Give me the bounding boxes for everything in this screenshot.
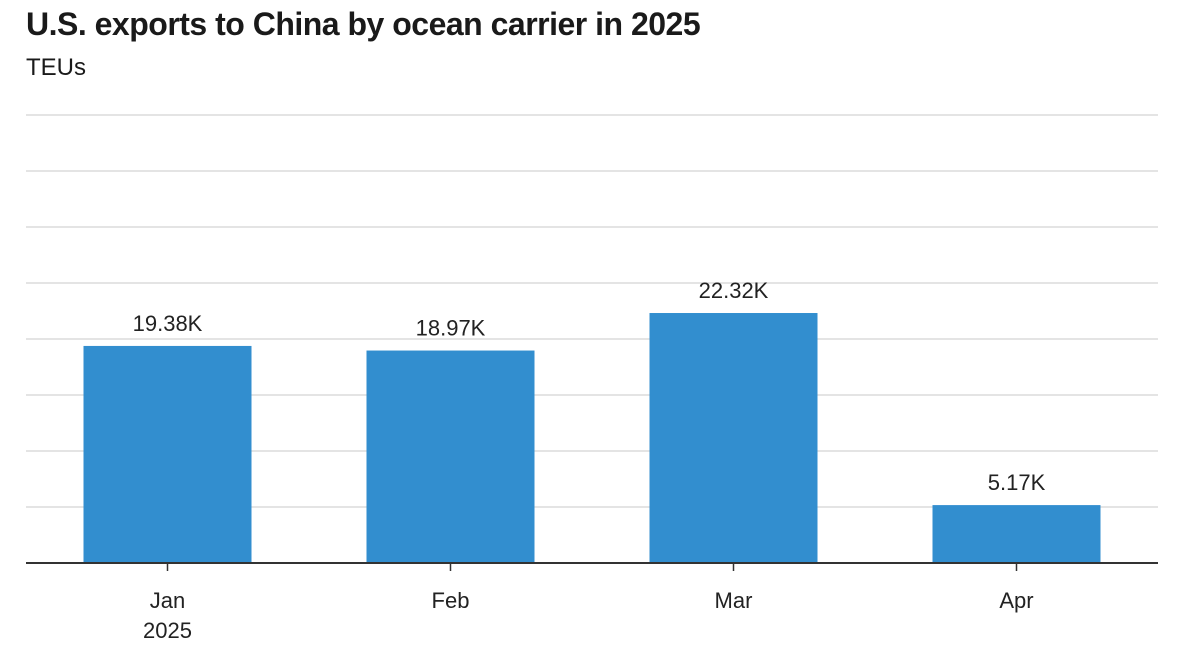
data-labels: 19.38K 18.97K 22.32K 5.17K <box>133 278 1046 495</box>
x-axis: Jan 2025 Feb Mar Apr <box>26 562 1158 643</box>
grid-lines <box>26 114 1158 508</box>
data-label-apr: 5.17K <box>988 470 1046 495</box>
chart-subtitle: TEUs <box>26 54 86 81</box>
data-label-jan: 19.38K <box>133 311 203 336</box>
x-tick-label-feb: Feb <box>432 588 470 613</box>
x-tick-sublabel: 2025 <box>143 618 192 643</box>
bars <box>83 313 1101 563</box>
data-label-feb: 18.97K <box>416 316 486 341</box>
bar-feb <box>366 350 535 563</box>
bar-apr <box>932 505 1101 563</box>
x-tick-label-apr: Apr <box>999 588 1033 613</box>
x-tick-label-mar: Mar <box>715 588 753 613</box>
bar-mar <box>649 313 818 563</box>
chart-title: U.S. exports to China by ocean carrier i… <box>26 6 701 42</box>
data-label-mar: 22.32K <box>699 278 769 303</box>
bar-jan <box>83 345 252 563</box>
x-tick-label-jan: Jan <box>150 588 185 613</box>
